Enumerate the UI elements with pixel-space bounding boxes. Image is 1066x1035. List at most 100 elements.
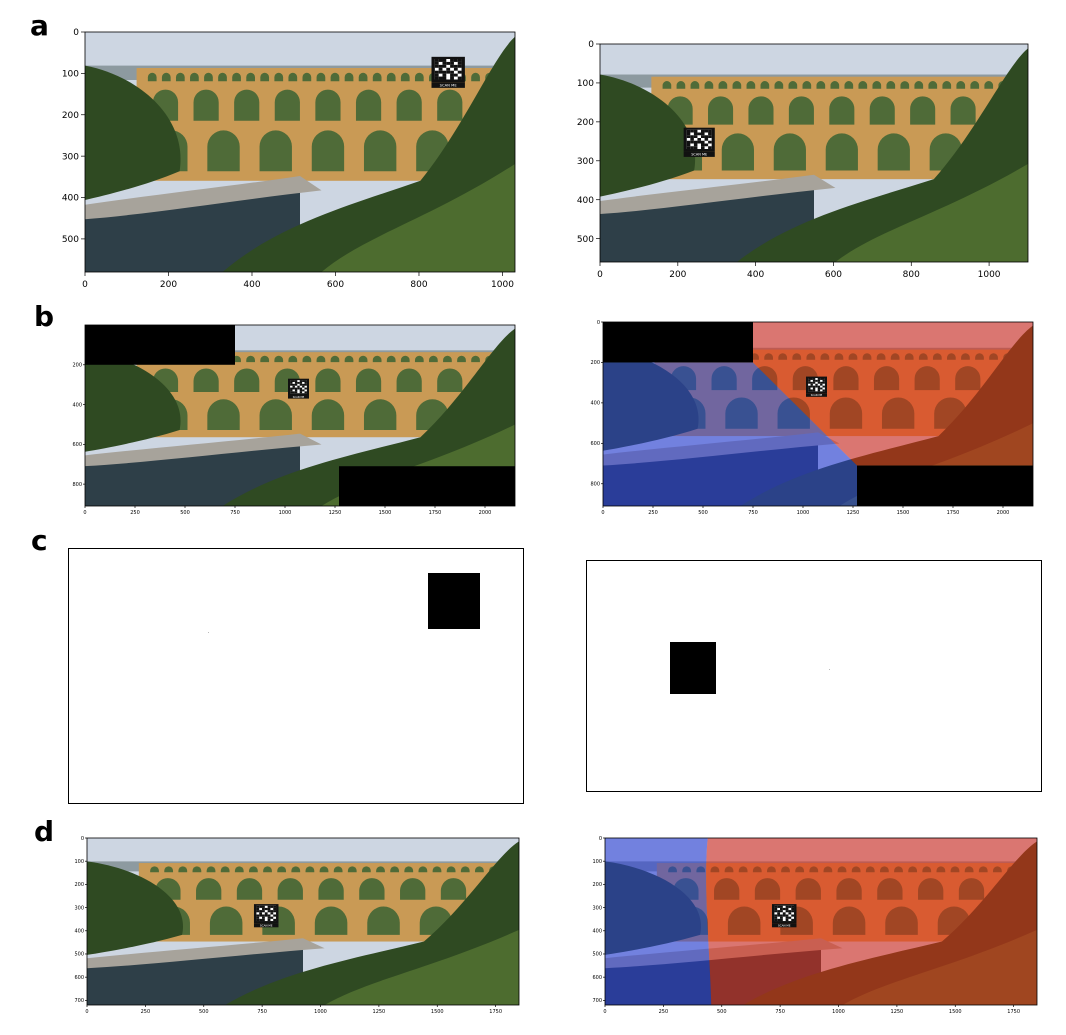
- y-tick-label: 400: [577, 196, 594, 206]
- x-tick-label: 0: [601, 510, 604, 516]
- y-tick-label: 700: [592, 998, 602, 1004]
- x-tick-label: 250: [141, 1009, 151, 1015]
- y-tick-label: 600: [74, 975, 84, 981]
- panel-a-left-image: SCAN ME 0 200 400 600 800 1000 0 100 200 300 400 500: [62, 28, 516, 290]
- x-tick-label: 0: [82, 280, 88, 290]
- y-tick-label: 300: [592, 905, 602, 911]
- panel-label-c: c: [31, 524, 48, 557]
- mask-speck: [829, 669, 830, 670]
- x-tick-label: 400: [243, 280, 260, 290]
- x-tick-label: 1750: [947, 510, 960, 516]
- x-tick-label: 750: [230, 510, 240, 516]
- y-tick-label: 0: [599, 836, 602, 842]
- photo-content: SCAN ME: [600, 44, 1028, 262]
- panel-label-b: b: [34, 300, 55, 333]
- qr-code-sticker: SCAN ME: [431, 56, 465, 88]
- photo-content: SCAN ME: [605, 838, 1037, 1005]
- x-tick-label: 1000: [797, 510, 810, 516]
- x-tick-label: 0: [85, 1009, 88, 1015]
- x-tick-label: 1000: [832, 1009, 845, 1015]
- y-tick-label: 0: [588, 40, 594, 50]
- panel-b-left-image: SCAN ME 0 250 500 750 1000 1250 1500 1750 2000 200…: [72, 324, 516, 516]
- y-tick-label: 300: [74, 905, 84, 911]
- panel-a-right-image: SCAN ME 0 200 400 600 800 1000 0 100 200 300 400 500: [577, 40, 1029, 280]
- x-tick-label: 200: [669, 270, 686, 280]
- x-tick-label: 0: [597, 270, 603, 280]
- x-tick-label: 1250: [329, 510, 342, 516]
- x-tick-label: 1250: [891, 1009, 904, 1015]
- x-tick-label: 0: [603, 1009, 606, 1015]
- qr-code-sticker: SCAN ME: [806, 376, 827, 397]
- x-tick-label: 2000: [997, 510, 1010, 516]
- y-tick-label: 600: [590, 441, 600, 447]
- y-tick-label: 200: [590, 360, 600, 366]
- y-tick-label: 200: [74, 882, 84, 888]
- x-tick-label: 500: [180, 510, 190, 516]
- y-tick-label: 200: [72, 363, 82, 369]
- x-tick-label: 1000: [978, 270, 1001, 280]
- y-tick-label: 800: [590, 482, 600, 488]
- photo-content: SCAN ME: [87, 838, 519, 1005]
- y-tick-label: 800: [72, 482, 82, 488]
- x-tick-label: 1500: [379, 510, 392, 516]
- x-tick-label: 0: [83, 510, 86, 516]
- x-tick-label: 800: [903, 270, 920, 280]
- y-tick-label: 300: [62, 152, 79, 162]
- y-tick-label: 400: [62, 194, 79, 204]
- y-tick-label: 600: [592, 975, 602, 981]
- qr-caption: SCAN ME: [778, 923, 791, 927]
- y-tick-label: 400: [72, 402, 82, 408]
- x-tick-label: 1500: [949, 1009, 962, 1015]
- x-tick-label: 250: [659, 1009, 669, 1015]
- qr-code-sticker: SCAN ME: [771, 904, 797, 927]
- qr-caption: SCAN ME: [293, 395, 305, 399]
- qr-code-sticker: SCAN ME: [253, 904, 279, 927]
- x-tick-label: 250: [648, 510, 658, 516]
- panel-b-right-image: SCAN ME 0 250 500 750 1000 1250 1500 1750 2000 0 20…: [590, 320, 1034, 516]
- y-tick-label: 700: [74, 998, 84, 1004]
- qr-caption: SCAN ME: [440, 84, 458, 88]
- x-tick-label: 1500: [897, 510, 910, 516]
- y-tick-label: 400: [592, 929, 602, 935]
- photo-content: SCAN ME: [85, 32, 515, 272]
- x-tick-label: 500: [717, 1009, 727, 1015]
- qr-code-sticker: SCAN ME: [288, 378, 309, 399]
- qr-mask-region: [428, 573, 480, 629]
- panel-c-right-mask: [586, 560, 1042, 792]
- y-tick-label: 400: [590, 401, 600, 407]
- y-tick-label: 100: [74, 859, 84, 865]
- x-tick-label: 1000: [279, 510, 292, 516]
- y-tick-label: 500: [74, 952, 84, 958]
- qr-caption: SCAN ME: [260, 923, 273, 927]
- y-tick-label: 0: [597, 320, 600, 326]
- panel-d-right-image: SCAN ME 0 250 500 750 1000 1250 1500 1750 0 100 200…: [592, 836, 1038, 1015]
- x-tick-label: 750: [748, 510, 758, 516]
- y-tick-label: 500: [577, 235, 594, 245]
- x-tick-label: 1750: [1007, 1009, 1020, 1015]
- qr-caption: SCAN ME: [691, 153, 707, 157]
- qr-code-sticker: SCAN ME: [683, 127, 715, 157]
- panel-d-left-image: SCAN ME 0 250 500 750 1000 1250 1500 1750 0 100 200…: [74, 836, 520, 1015]
- x-tick-label: 750: [257, 1009, 267, 1015]
- x-tick-label: 1250: [847, 510, 860, 516]
- x-tick-label: 1750: [429, 510, 442, 516]
- x-tick-label: 1500: [431, 1009, 444, 1015]
- y-tick-label: 100: [577, 79, 594, 89]
- x-tick-label: 750: [775, 1009, 785, 1015]
- x-tick-label: 600: [825, 270, 842, 280]
- mask-speck: [208, 632, 209, 633]
- x-tick-label: 500: [199, 1009, 209, 1015]
- x-tick-label: 250: [130, 510, 140, 516]
- y-tick-label: 100: [62, 70, 79, 80]
- x-tick-label: 1000: [314, 1009, 327, 1015]
- panel-label-a: a: [30, 9, 49, 42]
- y-tick-label: 0: [73, 28, 79, 38]
- panel-label-d: d: [34, 815, 55, 848]
- photo-content: SCAN ME: [603, 322, 1033, 506]
- qr-caption: SCAN ME: [811, 393, 823, 397]
- y-tick-label: 200: [577, 118, 594, 128]
- x-tick-label: 500: [698, 510, 708, 516]
- y-tick-label: 100: [592, 859, 602, 865]
- x-tick-label: 1250: [373, 1009, 386, 1015]
- y-tick-label: 400: [74, 929, 84, 935]
